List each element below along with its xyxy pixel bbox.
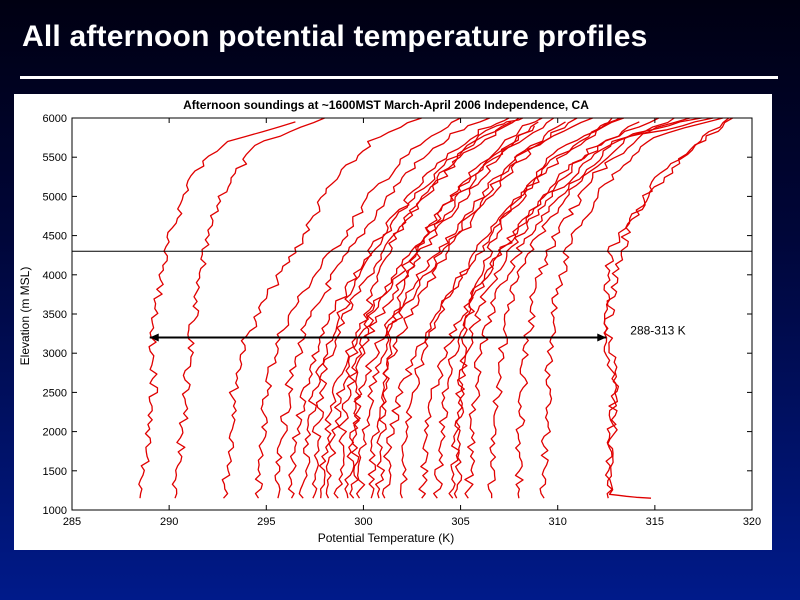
sounding-line-26 <box>375 125 535 499</box>
sounding-line-9 <box>318 117 543 499</box>
chart-svg: 285 290 295 300 305 310 315 320 1000 1500 2000 2500… <box>18 98 762 545</box>
sounding-line-16 <box>399 117 625 499</box>
sounding-line-1 <box>138 121 296 499</box>
y-tick-label: 4500 <box>43 231 67 243</box>
sounding-line-8 <box>311 121 512 499</box>
chart-figure: 285 290 295 300 305 310 315 320 1000 1500 2000 2500… <box>14 94 772 550</box>
sounding-line-4 <box>254 117 461 499</box>
sounding-line-6 <box>287 117 510 499</box>
y-tick-label: 4000 <box>43 270 67 282</box>
x-tick-label: 300 <box>354 516 372 528</box>
sounding-line-3 <box>221 117 422 499</box>
y-tick-label: 3500 <box>43 309 67 321</box>
y-tick-label: 5500 <box>43 152 67 164</box>
y-tick-label: 2500 <box>43 387 67 399</box>
x-tick-label: 320 <box>743 516 761 528</box>
y-tick-label: 2000 <box>43 427 67 439</box>
x-tick-label: 305 <box>451 516 469 528</box>
sounding-line-19 <box>448 117 675 499</box>
sounding-line-20 <box>464 117 690 499</box>
sounding-line-18 <box>433 117 659 499</box>
range-annotation-label: 288-313 K <box>630 324 685 338</box>
y-axis-label: Elevation (m MSL) <box>18 267 32 366</box>
x-tick-label: 315 <box>646 516 664 528</box>
y-tick-label: 1500 <box>43 466 67 478</box>
x-tick-label: 285 <box>63 516 81 528</box>
sounding-line-22 <box>514 117 714 499</box>
x-tick-label: 295 <box>257 516 275 528</box>
sounding-line-24 <box>603 117 730 499</box>
slide-title: All afternoon potential temperature prof… <box>22 20 648 53</box>
range-arrow-head-right <box>597 333 607 342</box>
y-tick-label: 1000 <box>43 505 67 517</box>
sounding-line-27 <box>453 117 613 499</box>
y-tick-label: 3000 <box>43 348 67 360</box>
sounding-line-5 <box>274 117 490 499</box>
x-tick-label: 310 <box>549 516 567 528</box>
y-tick-label: 5000 <box>43 191 67 203</box>
chart-title: Afternoon soundings at ~1600MST March-Ap… <box>183 98 589 112</box>
sounding-line-21 <box>487 117 702 499</box>
sounding-line-25 <box>603 117 733 499</box>
series-lines <box>138 117 733 499</box>
sounding-line-14 <box>367 117 593 499</box>
range-arrow-head-left <box>149 333 159 342</box>
sounding-line-2 <box>171 117 325 499</box>
sounding-line-23 <box>539 117 724 499</box>
sounding-line-17 <box>418 121 640 499</box>
sounding-line-11 <box>333 117 555 499</box>
sounding-line-12 <box>344 121 566 499</box>
sounding-line-10 <box>325 121 539 499</box>
axis-ticks: 285 290 295 300 305 310 315 320 1000 1500 2000 2500… <box>43 113 762 528</box>
sounding-line-7 <box>298 117 523 499</box>
sounding-line-13 <box>356 117 578 499</box>
sounding-line-28 <box>349 117 520 499</box>
x-tick-label: 290 <box>160 516 178 528</box>
y-tick-label: 6000 <box>43 113 67 125</box>
x-axis-label: Potential Temperature (K) <box>318 531 455 545</box>
range-annotation <box>149 333 607 342</box>
title-divider <box>20 76 778 79</box>
